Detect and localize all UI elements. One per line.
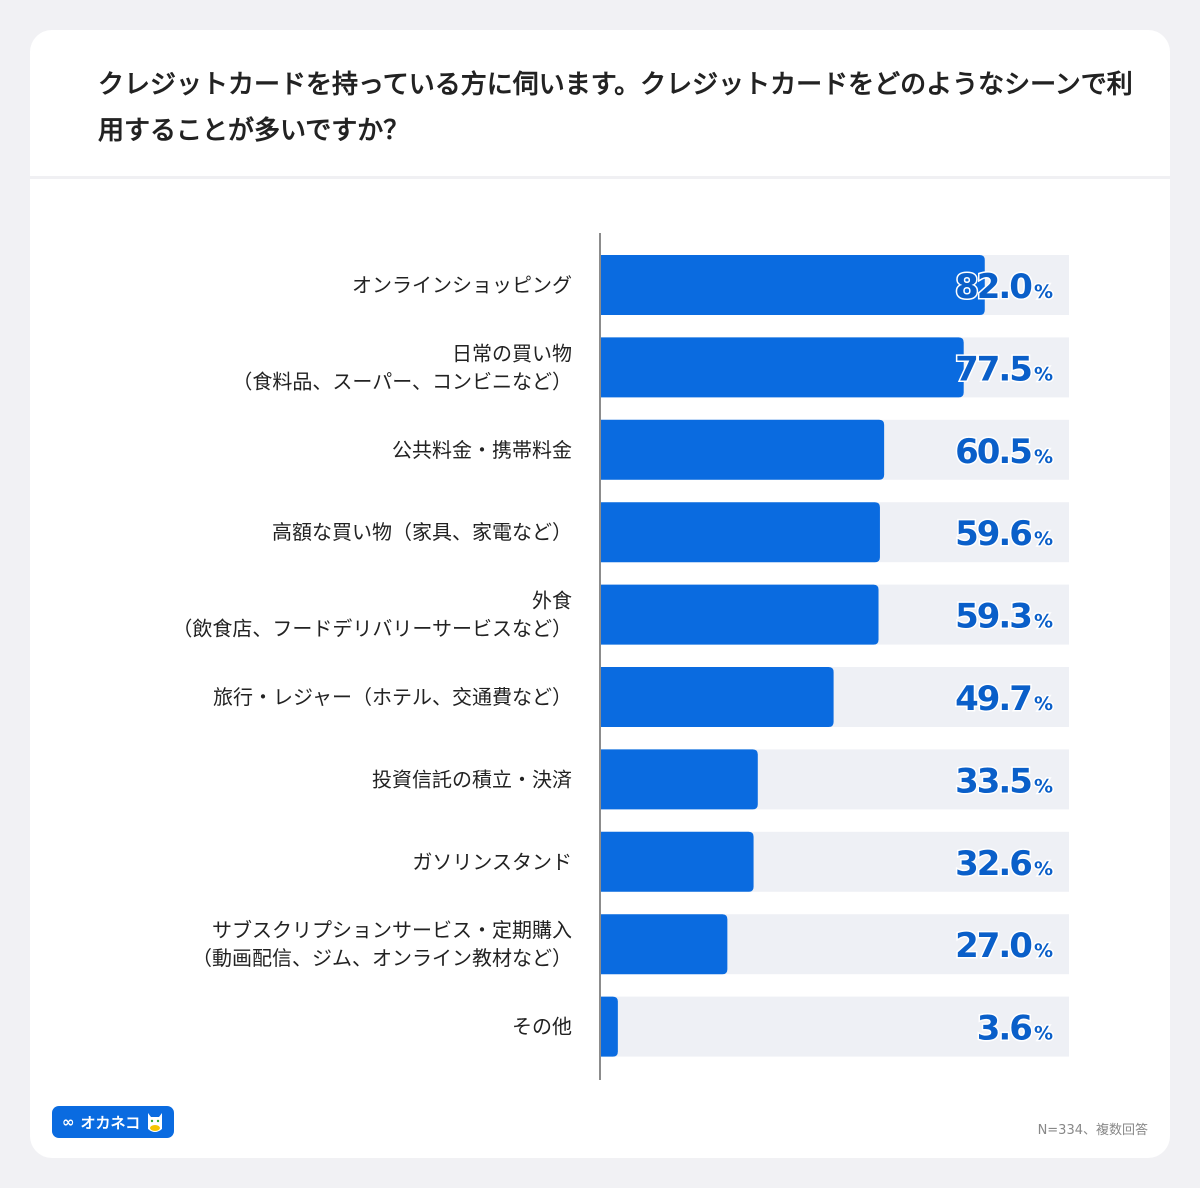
category-label: 投資信託の積立・決済 — [372, 767, 572, 791]
data-label: 60.5% — [955, 432, 1053, 472]
bar-chart: 82.0 % オンラインショッピング 77.5 % 日常の買い物 （食料品、スーパー、コンビ… — [172, 233, 1069, 1080]
data-label: 3.6% — [977, 1009, 1053, 1049]
bar — [601, 914, 728, 975]
data-label: 59.6% — [955, 514, 1053, 554]
chart-title: クレジットカードを持っている方に伺います。クレジットカードをどのようなシーンで利… — [98, 70, 1133, 146]
bar — [601, 831, 754, 892]
chart-card: クレジットカードを持っている方に伺います。クレジットカードをどのようなシーンで利… — [30, 30, 1170, 1158]
category-label: 高額な買い物（家具、家電など） — [272, 520, 572, 544]
data-label: 27.0% — [955, 926, 1053, 966]
category-label: ガソリンスタンド — [412, 850, 572, 874]
category-label: その他 — [512, 1015, 572, 1039]
bar — [601, 419, 885, 480]
category-label: （動画配信、ジム、オンライン教材など） — [192, 946, 572, 970]
logo-text: オカネコ — [80, 1113, 141, 1132]
bar — [601, 502, 880, 563]
bar — [601, 667, 834, 727]
category-label: サブスクリプションサービス・定期購入 — [212, 918, 572, 942]
bar — [601, 337, 964, 398]
category-label: 公共料金・携帯料金 — [392, 438, 572, 462]
category-label: （食料品、スーパー、コンビニなど） — [232, 369, 572, 393]
header-divider — [30, 176, 1170, 179]
data-label: 33.5% — [955, 761, 1053, 801]
data-label: 49.7% — [955, 679, 1053, 719]
bar-track — [601, 996, 1069, 1057]
category-label: 外食 — [532, 589, 572, 613]
category-label: 日常の買い物 — [452, 341, 572, 365]
category-label: （飲食店、フードデリバリーサービスなど） — [172, 617, 572, 641]
infinity-icon: ∞ — [62, 1113, 75, 1131]
sample-note: N=334、複数回答 — [1037, 1123, 1148, 1138]
data-label: 59.3% — [955, 597, 1053, 637]
bar — [601, 996, 618, 1057]
cat-mascot-icon — [148, 1113, 163, 1132]
data-label: 32.6% — [955, 844, 1053, 884]
bar — [601, 584, 879, 645]
category-label: 旅行・レジャー（ホテル、交通費など） — [213, 685, 572, 709]
bar — [601, 255, 985, 315]
bar — [601, 749, 758, 810]
category-label: オンラインショッピング — [352, 273, 572, 297]
data-label: 82.0% — [955, 267, 1053, 307]
data-label: 77.5% — [955, 349, 1053, 389]
okaneko-logo: ∞ オカネコ — [52, 1106, 174, 1138]
